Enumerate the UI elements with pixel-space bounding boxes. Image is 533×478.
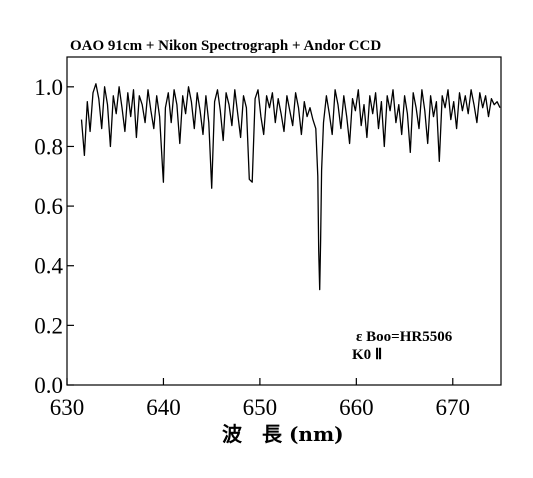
x-axis: 630 640 650 660 670 <box>50 378 470 420</box>
x-tick-label: 650 <box>243 395 278 420</box>
y-tick-label: 0.0 <box>34 373 63 398</box>
spectrum-series-line <box>80 83 501 291</box>
x-tick-label: 630 <box>50 395 85 420</box>
y-tick-label: 0.4 <box>34 254 63 279</box>
x-tick-label: 640 <box>146 395 181 420</box>
plot-frame <box>66 56 502 386</box>
x-tick-label: 670 <box>436 395 471 420</box>
y-tick-label: 0.8 <box>34 134 63 159</box>
y-tick-label: 0.2 <box>34 313 63 338</box>
y-axis: 0.0 0.2 0.4 0.6 0.8 1.0 <box>34 75 74 398</box>
chart-title: OAO 91cm + Nikon Spectrograph + Andor CC… <box>70 38 381 54</box>
x-axis-label: 波 長 (nm) <box>222 422 344 446</box>
y-tick-label: 0.6 <box>34 194 63 219</box>
y-tick-label: 1.0 <box>34 75 63 100</box>
x-tick-label: 660 <box>339 395 374 420</box>
star-name-annotation: ε Boo=HR5506 <box>356 329 453 345</box>
spectral-type-annotation: K0 Ⅱ <box>352 347 382 363</box>
